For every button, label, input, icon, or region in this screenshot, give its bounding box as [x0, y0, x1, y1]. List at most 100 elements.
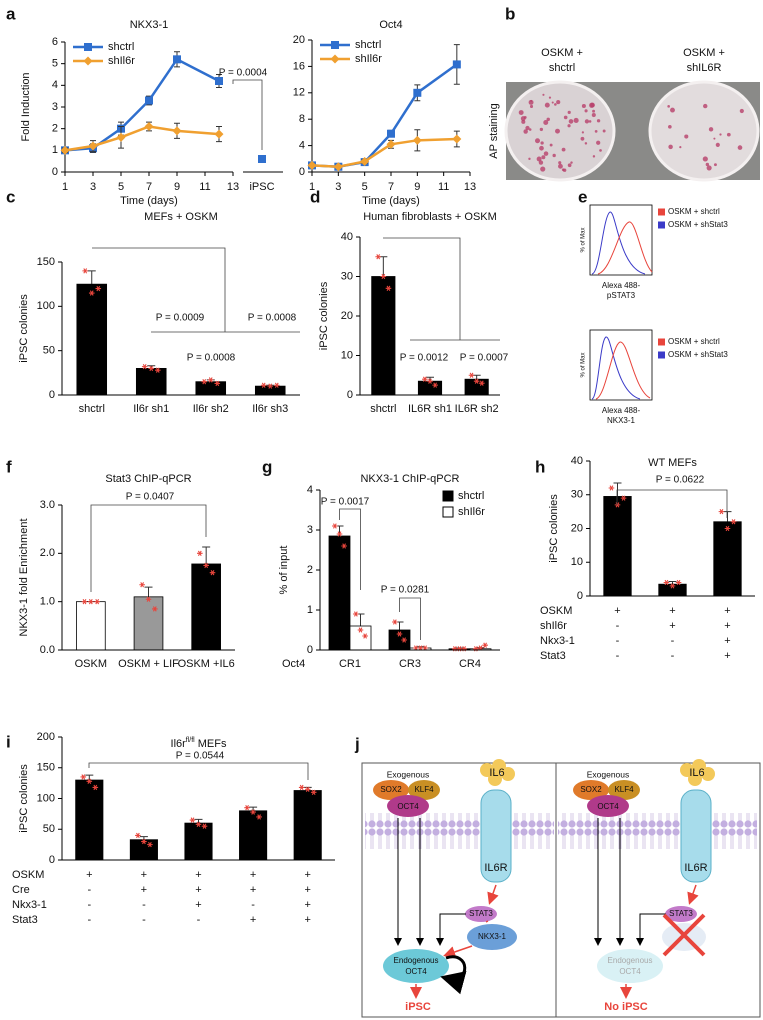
replicate-point — [141, 838, 147, 845]
colony — [551, 101, 554, 104]
point-marker — [145, 96, 153, 105]
x-tick-label: iPSC — [249, 181, 274, 193]
point-marker — [173, 55, 181, 64]
colony — [546, 117, 550, 122]
bar — [76, 283, 108, 396]
replicate-point — [620, 495, 627, 501]
bar — [293, 790, 322, 861]
protein — [408, 780, 440, 800]
colony — [535, 138, 541, 144]
protein — [587, 795, 629, 817]
y-tick-label: 50 — [43, 345, 55, 357]
diagram-label: IL6 — [689, 767, 704, 779]
colony — [561, 168, 565, 172]
replicate-point — [663, 579, 670, 586]
diagram-label: IL6R — [684, 862, 707, 874]
significance-bracket — [339, 508, 361, 590]
colony — [528, 99, 534, 105]
legend-swatch — [658, 351, 665, 359]
colony — [715, 142, 720, 147]
p-value-label: P = 0.0281 — [381, 585, 430, 596]
table-cell: + — [141, 884, 147, 896]
y-tick-label: 150 — [37, 762, 55, 774]
table-cell: + — [250, 869, 256, 881]
plot-frame — [589, 204, 653, 276]
y-tick-label: 2.0 — [40, 547, 55, 559]
x-tick-label: 11 — [199, 181, 210, 193]
x-axis-label: Alexa 488- — [602, 281, 641, 290]
replicate-point — [267, 383, 274, 389]
photo-label: shIL6R — [687, 62, 722, 74]
table-cell: + — [304, 914, 310, 926]
replicate-point — [432, 382, 438, 388]
y-axis-label: iPSC colonies — [548, 494, 560, 563]
bar — [195, 381, 227, 396]
table-cell: - — [142, 899, 146, 911]
colony — [563, 115, 568, 120]
point-marker — [452, 60, 461, 69]
replicate-point — [203, 562, 209, 569]
table-cell: - — [616, 650, 620, 662]
point-marker — [258, 155, 266, 163]
x-axis-label: NKX3-1 — [607, 416, 636, 425]
y-tick-label: 1.0 — [40, 596, 55, 608]
table-cell: + — [669, 605, 675, 617]
panel-label: j — [354, 734, 360, 753]
legend-swatch — [658, 221, 665, 229]
y-tick-label: 1 — [307, 604, 313, 616]
chart-title: MEFs + OSKM — [144, 211, 218, 223]
table-cell: - — [197, 914, 201, 926]
y-tick-label: 1 — [52, 144, 58, 156]
diagram-label: OCT4 — [619, 967, 641, 976]
protein — [467, 924, 517, 950]
significance-bracket — [90, 504, 207, 592]
replicate-point — [92, 784, 99, 791]
x-tick-label: 3 — [90, 181, 96, 193]
colony — [548, 96, 552, 99]
panel-label: g — [262, 457, 272, 476]
replicate-point — [148, 365, 155, 372]
bar — [254, 385, 286, 396]
x-tick-label: shctrl — [79, 403, 105, 415]
replicate-point — [298, 784, 305, 791]
diagram-label: STAT3 — [669, 909, 693, 918]
replicate-point — [396, 631, 403, 637]
x-tick-label: 1 — [309, 181, 315, 193]
culture-dish — [648, 80, 760, 182]
title-part: MEFs — [198, 738, 227, 750]
significance-bracket — [232, 79, 263, 150]
p-value-label: P = 0.0012 — [400, 353, 449, 364]
table-row-label: OSKM — [12, 869, 44, 881]
diagram-label: OCT4 — [397, 802, 419, 811]
receptor — [680, 789, 712, 883]
table-cell: - — [87, 884, 91, 896]
replicate-point — [256, 814, 262, 820]
photo-label: OSKM + — [541, 47, 583, 59]
replicate-point — [81, 598, 88, 605]
panel-label: b — [505, 4, 515, 23]
replicate-point — [189, 817, 196, 823]
x-tick-label: OSKM + LIF — [118, 658, 179, 670]
y-tick-label: 0 — [307, 644, 313, 656]
y-tick-label: 8 — [299, 113, 305, 125]
p-value-label: P = 0.0004 — [219, 68, 268, 79]
replicate-point — [86, 778, 93, 784]
replicate-point — [310, 789, 317, 796]
colony — [737, 145, 743, 150]
replicate-point — [260, 382, 267, 388]
replicate-point — [201, 823, 208, 829]
replicate-point — [94, 598, 100, 605]
colony — [668, 144, 673, 150]
replicate-point — [147, 841, 153, 848]
diagram-label: IL6 — [489, 767, 504, 779]
legend-label: shIl6r — [108, 55, 135, 67]
replicate-point — [207, 377, 214, 383]
diagram-label: STAT3 — [469, 909, 493, 918]
point-marker — [60, 145, 70, 155]
diagram-label: Endogenous — [608, 956, 653, 965]
y-tick-label: 20 — [571, 522, 583, 534]
replicate-point — [195, 821, 202, 828]
significance-bracket — [383, 237, 500, 341]
y-tick-label: 40 — [341, 231, 353, 243]
data-line — [311, 63, 458, 168]
